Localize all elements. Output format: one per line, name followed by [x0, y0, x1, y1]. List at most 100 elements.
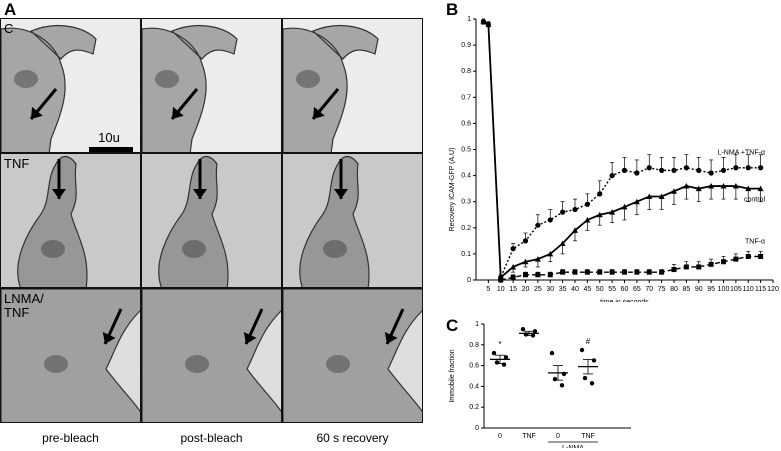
x-tick-label: 85: [682, 286, 690, 293]
row-label-3: LNMA/TNF: [4, 291, 44, 320]
y-tick-label: 0.9: [461, 42, 471, 49]
x-tick-label: 40: [571, 286, 579, 293]
micrograph-2-3: [282, 153, 423, 288]
point-square: [609, 269, 615, 275]
point-square: [572, 269, 578, 275]
y-tick-label: 0.7: [461, 94, 471, 101]
x-tick-label: 65: [633, 286, 641, 293]
point-circle: [720, 167, 727, 173]
point-triangle: [621, 203, 628, 210]
point-circle: [646, 165, 652, 171]
x-tick-label: 30: [546, 286, 554, 293]
point-square: [523, 272, 528, 278]
y-tick-label: 0.2: [461, 225, 471, 232]
panel-letter-c: C: [446, 316, 459, 335]
arrow-icon: [311, 88, 340, 120]
y-axis-label: Recovery ICAM-GFP (A.U): [449, 148, 456, 232]
cell-outline: [299, 155, 370, 287]
y-tick-label: 0.4: [469, 383, 479, 390]
x-tick-label: 60: [621, 286, 629, 293]
cell-outline: [1, 289, 140, 422]
point-triangle: [695, 185, 702, 192]
data-point: [523, 332, 529, 337]
y-tick-label: 0: [475, 425, 479, 432]
cell-outline: [142, 289, 281, 422]
x-tick-label: 50: [596, 286, 604, 293]
nucleus-shading: [41, 240, 65, 258]
point-square: [584, 269, 590, 275]
series-label-3: TNF-α: [745, 238, 765, 245]
y-tick-label: 0.2: [469, 404, 479, 411]
point-square: [708, 261, 714, 267]
x-axis-label: time in seconds: [600, 299, 649, 302]
y-tick-label: 0.4: [461, 173, 471, 180]
y-tick-label: 0.8: [469, 342, 479, 349]
data-point: [503, 355, 509, 360]
x-tick-label: 55: [608, 286, 616, 293]
point-circle: [659, 167, 665, 173]
point-circle: [621, 167, 628, 173]
y-tick-label: 1: [475, 321, 479, 328]
point-square: [733, 256, 739, 262]
x-tick-label: 90: [695, 286, 703, 293]
data-point: [589, 381, 595, 386]
point-triangle: [757, 185, 764, 192]
point-triangle: [596, 211, 603, 218]
point-triangle: [584, 216, 591, 223]
point-triangle: [547, 250, 554, 257]
category-label-2: TNF: [522, 433, 536, 440]
nucleus-shading: [182, 240, 206, 258]
y-tick-label: 0.5: [461, 147, 471, 154]
point-square: [721, 259, 726, 265]
nucleus-shading: [14, 70, 38, 88]
arrow-icon: [243, 308, 264, 345]
point-triangle: [510, 263, 517, 270]
point-triangle: [683, 183, 690, 189]
data-point: [591, 358, 597, 363]
x-tick-label: 5: [486, 286, 490, 293]
y-tick-label: 0.6: [469, 363, 479, 370]
arrow-icon: [29, 88, 58, 120]
point-triangle: [633, 198, 640, 205]
row-label-2: TNF: [4, 156, 30, 171]
nucleus-shading: [323, 240, 347, 258]
point-circle: [708, 170, 714, 176]
nucleus-shading: [44, 355, 68, 373]
series-label-1: L-NMA +TNF-α: [718, 150, 765, 157]
x-tick-label: 15: [509, 286, 517, 293]
micrograph-2-1: [0, 153, 141, 288]
point-circle: [572, 206, 578, 213]
point-triangle: [646, 193, 653, 199]
x-tick-label: 110: [743, 286, 754, 293]
significance-mark-1: *: [498, 340, 501, 349]
data-point: [549, 350, 555, 356]
point-circle: [584, 201, 590, 207]
arrow-icon: [102, 308, 123, 345]
x-tick-label: 10: [497, 286, 505, 293]
x-tick-label: 35: [559, 286, 567, 293]
point-square: [745, 254, 751, 260]
scale-bar-label: 10u: [98, 130, 120, 145]
category-label-3: 0: [556, 433, 560, 440]
series-label-2: control: [744, 197, 765, 204]
micrograph-3-1: [0, 288, 141, 423]
data-point: [520, 327, 526, 332]
data-point: [491, 350, 497, 356]
point-triangle: [658, 193, 665, 199]
point-circle: [671, 167, 677, 173]
point-circle: [597, 191, 603, 197]
immobile-fraction-chart: 0 0.2 0.4 0.6 0.8 1 Immobile fraction 0 * TNF 0 TNF…: [449, 321, 631, 448]
data-point: [579, 347, 585, 353]
micrograph-1-2: [141, 18, 282, 153]
cell-outline: [283, 24, 379, 152]
arrow-icon: [384, 308, 405, 345]
y-tick-label: 0.8: [461, 68, 471, 75]
recovery-line-chart: 00.10.20.30.40.50.60.70.80.915 10 15 20 25 30…: [449, 16, 779, 302]
point-square: [671, 267, 677, 273]
point-circle: [522, 238, 529, 244]
micrograph-1-1: 10u: [0, 18, 141, 153]
arrow-icon: [193, 159, 207, 199]
micrograph-3-2: [141, 288, 282, 423]
point-square: [696, 264, 702, 270]
x-tick-label: 115: [755, 286, 766, 293]
